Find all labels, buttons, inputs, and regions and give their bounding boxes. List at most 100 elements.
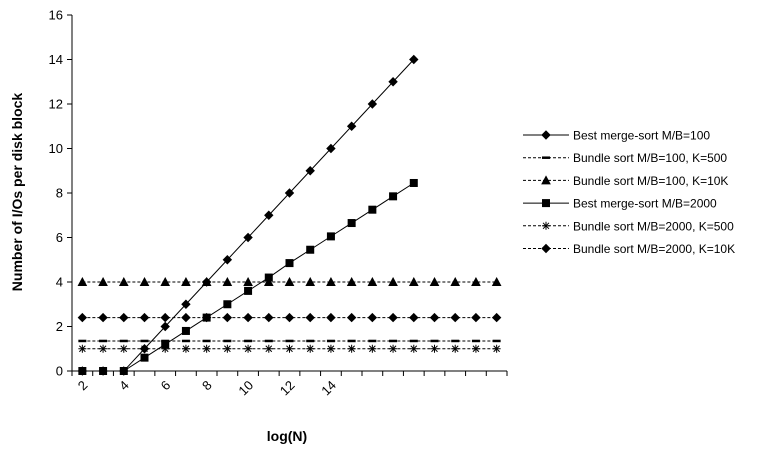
x-tick-label: 12 xyxy=(277,378,298,399)
data-point xyxy=(388,77,398,87)
data-point xyxy=(264,273,273,282)
data-point xyxy=(326,344,335,353)
marker-diamond xyxy=(119,312,129,323)
data-point xyxy=(140,353,149,362)
data-point xyxy=(285,259,294,268)
marker-diamond xyxy=(264,312,274,323)
marker-asterisk xyxy=(140,344,149,353)
marker-asterisk xyxy=(99,344,108,353)
data-point xyxy=(160,276,171,286)
data-point xyxy=(99,344,108,353)
marker-diamond xyxy=(284,312,295,323)
data-point xyxy=(202,344,211,353)
legend-swatch-marker xyxy=(541,175,551,185)
data-point xyxy=(284,188,295,198)
data-point xyxy=(139,312,150,323)
data-point xyxy=(243,312,253,323)
marker-diamond xyxy=(139,312,150,323)
marker-triangle xyxy=(263,276,274,286)
marker-triangle xyxy=(367,276,378,286)
marker-diamond xyxy=(264,210,274,220)
marker-asterisk xyxy=(306,344,315,353)
data-point xyxy=(244,344,253,353)
marker-diamond xyxy=(367,312,378,323)
marker-diamond xyxy=(491,312,502,323)
data-point xyxy=(223,344,232,353)
data-point xyxy=(119,312,129,323)
data-point xyxy=(491,312,502,323)
marker-asterisk xyxy=(285,344,294,353)
x-axis-title: log(N) xyxy=(267,428,307,444)
data-point xyxy=(222,255,233,265)
marker-diamond xyxy=(388,312,398,323)
marker-diamond xyxy=(450,312,460,323)
data-point xyxy=(139,276,150,286)
data-point xyxy=(244,286,253,295)
marker-diamond xyxy=(243,232,253,243)
y-tick-label: 12 xyxy=(49,97,63,112)
y-tick-label: 0 xyxy=(56,364,63,379)
data-point xyxy=(347,344,356,353)
marker-diamond xyxy=(222,255,233,265)
legend-item: Bundle sort M/B=2000, K=10K xyxy=(523,242,735,256)
marker-triangle xyxy=(222,276,233,286)
plot-area xyxy=(77,54,502,376)
marker-triangle xyxy=(346,276,357,286)
marker-diamond xyxy=(326,143,336,154)
marker-asterisk xyxy=(409,344,418,353)
marker-asterisk xyxy=(264,344,273,353)
marker-asterisk xyxy=(161,344,170,353)
marker-diamond xyxy=(541,243,551,254)
data-point xyxy=(160,312,170,323)
marker-diamond xyxy=(305,166,315,176)
marker-triangle xyxy=(243,276,253,286)
marker-square xyxy=(542,199,550,208)
data-point xyxy=(305,166,315,176)
data-point xyxy=(367,312,378,323)
marker-square xyxy=(140,353,149,362)
data-point xyxy=(408,276,419,286)
data-point xyxy=(284,276,295,286)
marker-diamond xyxy=(98,312,108,323)
data-point xyxy=(409,312,419,323)
marker-square xyxy=(389,192,398,201)
data-point xyxy=(492,344,501,353)
marker-triangle xyxy=(541,175,551,185)
data-point xyxy=(305,276,316,286)
data-point xyxy=(409,344,418,353)
data-point xyxy=(181,326,190,335)
legend-label: Bundle sort M/B=100, K=10K xyxy=(573,174,728,188)
marker-diamond xyxy=(160,321,170,332)
data-point xyxy=(346,121,357,131)
marker-diamond xyxy=(346,312,357,323)
data-point xyxy=(471,344,480,353)
data-point xyxy=(263,276,274,286)
marker-square xyxy=(409,178,418,187)
legend-item: Bundle sort M/B=100, K=10K xyxy=(523,174,728,188)
marker-triangle xyxy=(326,276,336,286)
marker-square xyxy=(223,300,232,309)
data-point xyxy=(429,312,440,323)
series-1 xyxy=(77,54,419,376)
legend-label: Best merge-sort M/B=2000 xyxy=(573,197,717,211)
marker-asterisk xyxy=(542,221,550,230)
marker-diamond xyxy=(388,77,398,87)
marker-square xyxy=(181,326,190,335)
series-6 xyxy=(77,312,502,323)
data-point xyxy=(389,344,398,353)
marker-asterisk xyxy=(244,344,253,353)
marker-triangle xyxy=(491,276,502,286)
y-tick-label: 16 xyxy=(49,8,63,23)
marker-diamond xyxy=(243,312,253,323)
legend-label: Bundle sort M/B=2000, K=500 xyxy=(573,219,734,233)
data-point xyxy=(264,210,274,220)
x-tick-label: 4 xyxy=(116,378,132,394)
legend-swatch-marker xyxy=(541,130,551,140)
x-tick-label: 6 xyxy=(158,378,174,394)
data-point xyxy=(347,219,356,228)
data-point xyxy=(306,245,315,254)
marker-triangle xyxy=(450,276,461,286)
marker-triangle xyxy=(408,276,419,286)
x-tick-label: 10 xyxy=(235,378,256,399)
